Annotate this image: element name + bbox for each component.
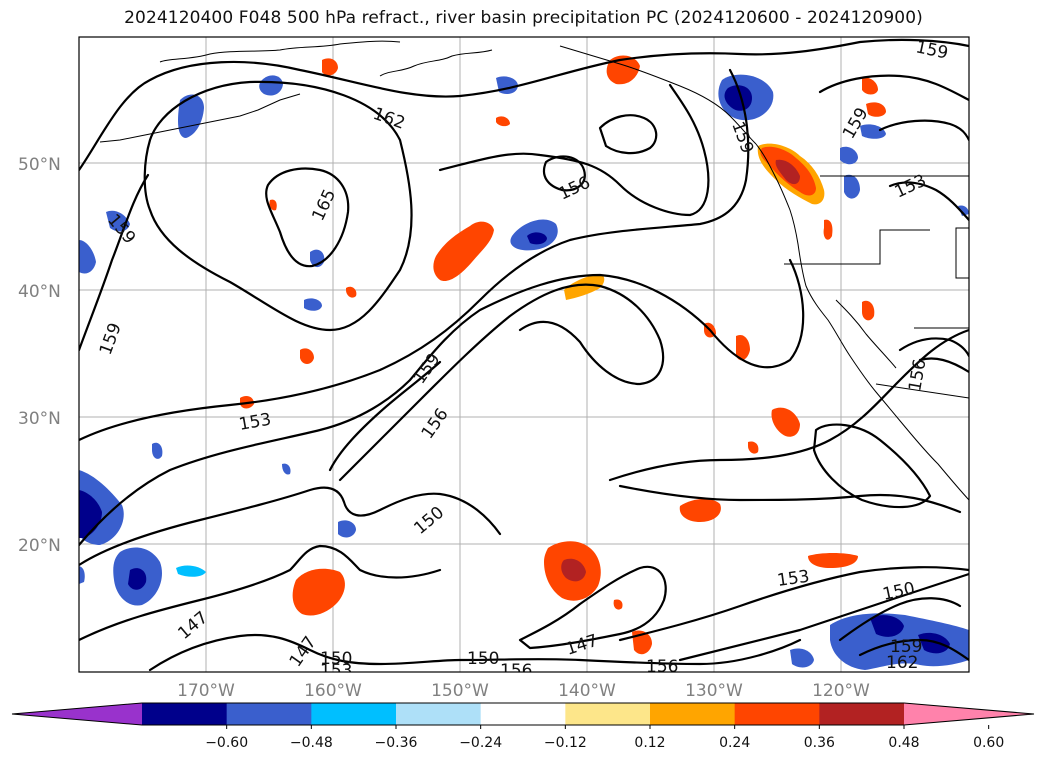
- lon-label: 150°W: [431, 681, 489, 701]
- lat-label: 30°N: [18, 409, 61, 429]
- colorbar-tick-label: −0.48: [290, 735, 333, 751]
- latitude-labels: 50°N 40°N 30°N 20°N: [18, 155, 61, 556]
- colorbar-tick-label: −0.24: [459, 735, 502, 751]
- colorbar-segment: [226, 703, 312, 725]
- contour-label: 150: [467, 649, 499, 669]
- lat-label: 40°N: [18, 282, 61, 302]
- colorbar-segment: [396, 703, 482, 725]
- colorbar-segment: [142, 703, 228, 725]
- colorbar-outline: [11, 702, 1035, 726]
- contour-label: 156: [646, 657, 678, 677]
- lon-label: 120°W: [812, 681, 870, 701]
- colorbar-tick-label: 0.60: [973, 735, 1004, 751]
- colorbar-segment: [650, 703, 736, 725]
- map-title: 2024120400 F048 500 hPa refract., river …: [124, 8, 923, 28]
- colorbar-segment: [819, 703, 905, 725]
- colorbar-segment: [480, 703, 566, 725]
- colorbar-tick-label: −0.60: [205, 735, 248, 751]
- colorbar-tick-label: 0.36: [804, 735, 835, 751]
- colorbar-extend-min: [12, 703, 142, 725]
- colorbar-segment: [565, 703, 651, 725]
- contour-label: 153: [776, 567, 811, 591]
- contour-label: 159: [890, 637, 922, 657]
- colorbar: −0.60 −0.48 −0.36 −0.24 −0.12 0.12 0.24 0.36 0.4…: [11, 702, 1035, 751]
- contour-label: 153: [320, 661, 352, 681]
- colorbar-tick-label: 0.24: [719, 735, 750, 751]
- colorbar-segment: [311, 703, 397, 725]
- coastlines: [99, 40, 969, 501]
- precipitation-field: [79, 55, 969, 670]
- lon-label: 130°W: [685, 681, 743, 701]
- contour-label: 150: [320, 649, 352, 669]
- colorbar-segment: [734, 703, 820, 725]
- map-frame: [78, 36, 970, 673]
- lon-label: 160°W: [304, 681, 362, 701]
- longitude-labels: 170°W 160°W 150°W 140°W 130°W 120°W: [177, 681, 870, 701]
- contour-label: 156: [500, 661, 532, 681]
- colorbar-tick-label: −0.12: [544, 735, 587, 751]
- lat-label: 20°N: [18, 536, 61, 556]
- lon-label: 140°W: [558, 681, 616, 701]
- contour-label: 162: [886, 653, 918, 673]
- colorbar-tick-label: 0.48: [888, 735, 919, 751]
- colorbar-tick-label: −0.36: [375, 735, 418, 751]
- colorbar-tick-label: 0.12: [634, 735, 665, 751]
- positive-anomaly-blobs: [240, 55, 886, 655]
- height-contours: [79, 38, 969, 672]
- lon-label: 170°W: [177, 681, 235, 701]
- lat-label: 50°N: [18, 155, 61, 175]
- colorbar-extend-max: [904, 703, 1034, 725]
